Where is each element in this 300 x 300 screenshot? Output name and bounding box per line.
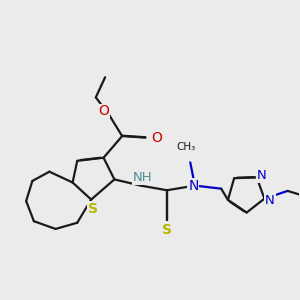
Text: S: S <box>162 223 172 237</box>
Text: O: O <box>98 104 109 118</box>
Text: CH₃: CH₃ <box>176 142 195 152</box>
Text: N: N <box>256 169 266 182</box>
Text: N: N <box>265 194 275 207</box>
Text: NH: NH <box>132 171 152 184</box>
Text: O: O <box>151 130 162 145</box>
Text: S: S <box>88 202 98 216</box>
Text: N: N <box>188 178 199 193</box>
